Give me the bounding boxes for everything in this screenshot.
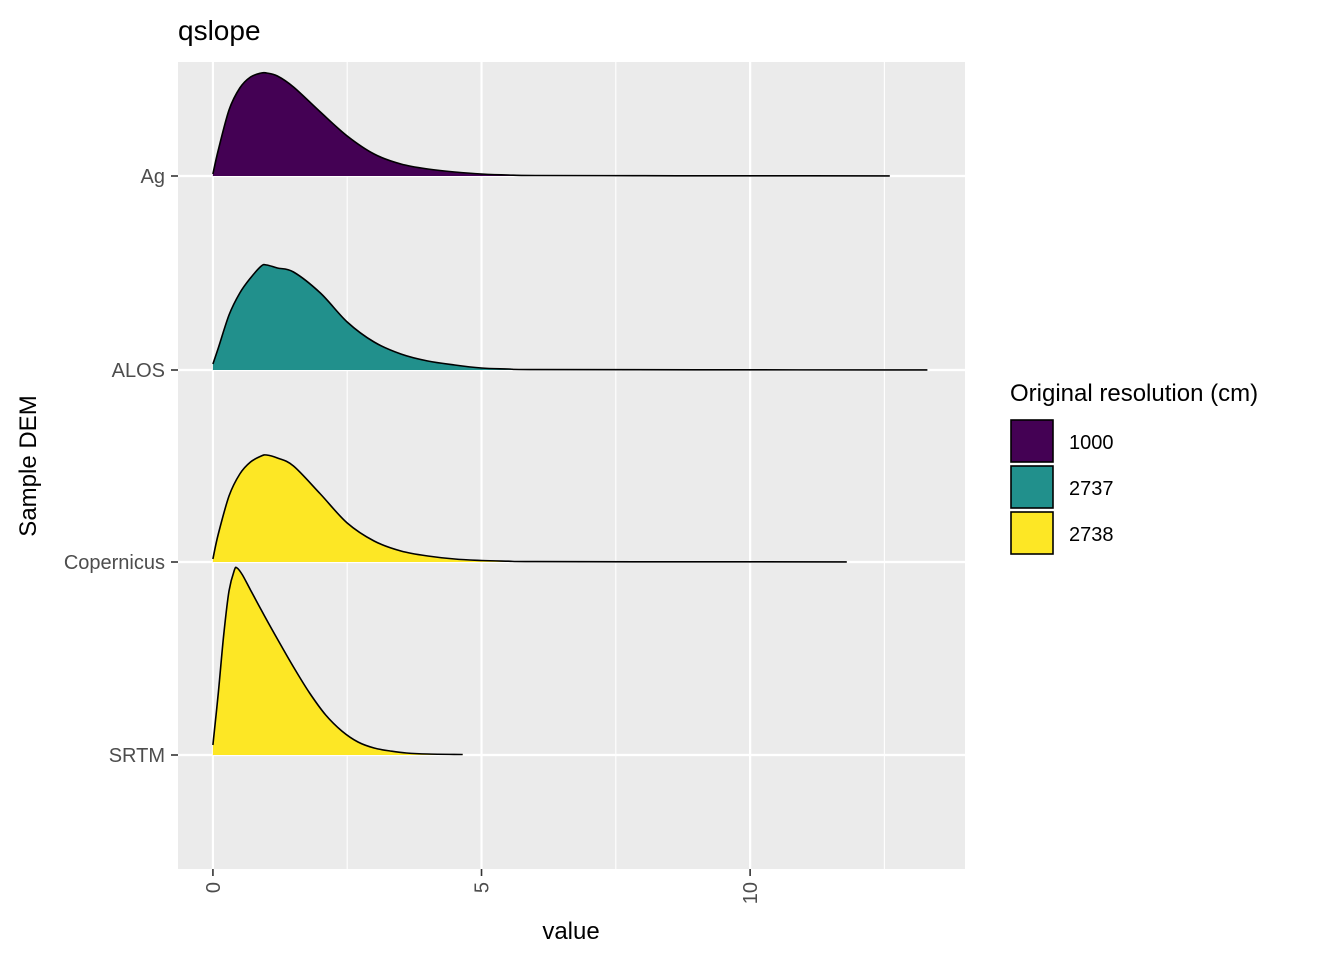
ridge-outline-alos: [212, 263, 928, 371]
legend-key-2738: [1010, 511, 1054, 555]
density-ridges: [212, 71, 928, 756]
x-tick-label: 10: [740, 882, 762, 904]
ridge-outline-ag: [212, 71, 890, 177]
y-tick-label: Ag: [141, 166, 165, 188]
y-tick-label: Copernicus: [64, 552, 165, 574]
y-axis-title: Sample DEM: [15, 395, 42, 536]
x-tick-label: 0: [203, 882, 225, 893]
ridge-outline-srtm: [212, 566, 463, 756]
legend: Original resolution (cm) 1000 2737 2738: [1010, 380, 1258, 555]
y-tick-label: SRTM: [109, 745, 165, 767]
ridge-fill-copernicus: [212, 454, 847, 562]
plot-title: qslope: [178, 15, 261, 46]
ridge-fill-alos: [212, 264, 928, 370]
x-axis: 0 5 10: [203, 869, 762, 904]
ridge-fill-ag: [212, 72, 890, 176]
y-tick-label: ALOS: [112, 360, 165, 382]
legend-key-2737: [1010, 465, 1054, 509]
legend-label-1000: 1000: [1069, 432, 1114, 454]
legend-title: Original resolution (cm): [1010, 380, 1258, 407]
legend-label-2738: 2738: [1069, 524, 1114, 546]
ridge-fill-srtm: [212, 567, 463, 755]
x-tick-label: 5: [472, 882, 494, 893]
ridge-outline-copernicus: [212, 454, 847, 563]
x-axis-title: value: [542, 918, 599, 945]
legend-label-2737: 2737: [1069, 478, 1114, 500]
y-axis: SRTM Copernicus ALOS Ag: [64, 166, 178, 767]
legend-key-1000: [1010, 419, 1054, 463]
